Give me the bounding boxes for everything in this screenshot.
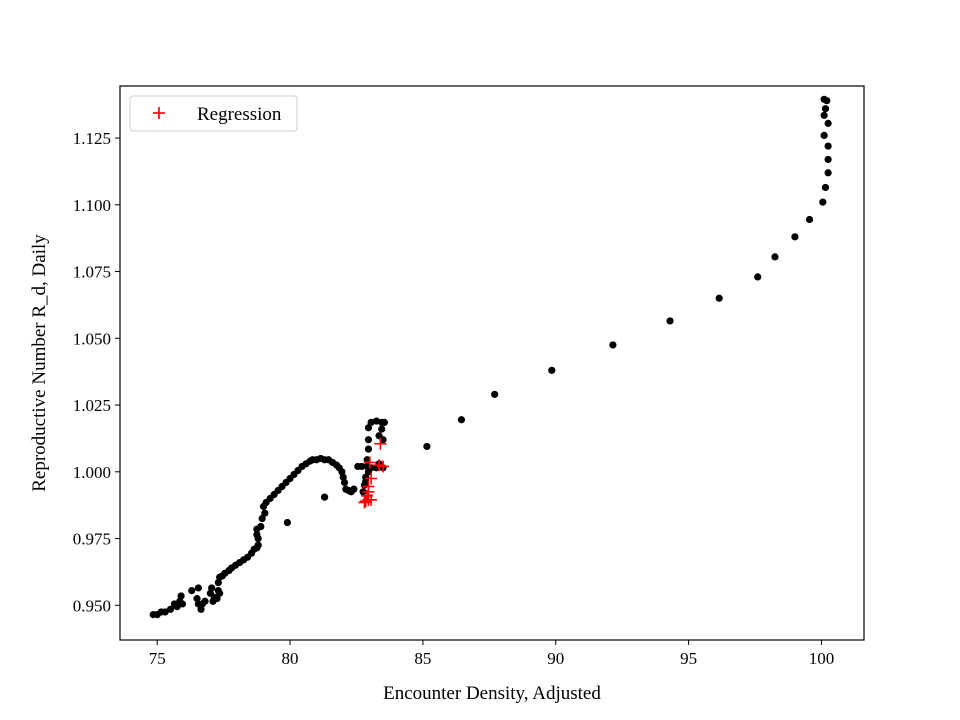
data-point xyxy=(364,445,373,453)
data-point xyxy=(364,424,373,432)
data-point xyxy=(342,485,350,493)
data-point xyxy=(715,294,723,302)
data-point xyxy=(379,436,387,444)
legend-plus-icon xyxy=(153,107,165,119)
regression-point xyxy=(358,496,371,509)
data-point xyxy=(216,589,224,597)
x-axis: 75 80 85 90 95 100 xyxy=(149,640,835,668)
data-point xyxy=(214,578,222,587)
x-tick-label: 90 xyxy=(547,649,564,668)
data-point xyxy=(821,183,830,192)
data-point xyxy=(261,509,269,517)
data-point xyxy=(363,456,371,464)
data-point xyxy=(824,119,832,127)
x-tick-label: 85 xyxy=(414,649,431,668)
data-point xyxy=(824,155,832,164)
data-point xyxy=(364,468,373,476)
legend-regression-marker xyxy=(153,107,165,119)
data-point xyxy=(194,584,202,592)
data-point xyxy=(820,111,828,119)
data-point xyxy=(259,502,268,511)
legend-regression-label: Regression xyxy=(197,104,282,125)
y-tick-label: 0.950 xyxy=(73,596,111,615)
data-point xyxy=(824,169,832,177)
data-point xyxy=(364,436,373,444)
plot-marks xyxy=(149,95,832,619)
data-point xyxy=(457,416,466,424)
data-point xyxy=(188,587,196,595)
data-point xyxy=(208,584,216,592)
y-tick-label: 1.050 xyxy=(73,329,111,348)
data-point xyxy=(824,142,832,150)
data-point xyxy=(254,534,262,543)
data-point xyxy=(149,611,157,619)
x-tick-label: 80 xyxy=(282,649,299,668)
data-point xyxy=(819,198,827,206)
data-point xyxy=(166,605,175,613)
data-point xyxy=(258,514,266,523)
regression-point xyxy=(359,495,372,508)
y-tick-label: 1.125 xyxy=(73,129,111,148)
regression-point xyxy=(363,456,376,469)
y-tick-label: 0.975 xyxy=(73,530,111,549)
data-point xyxy=(820,131,828,139)
y-tick-label: 1.100 xyxy=(73,196,111,215)
y-tick-label: 1.000 xyxy=(73,463,111,482)
data-point xyxy=(666,317,674,325)
data-point xyxy=(805,215,814,224)
data-point xyxy=(170,600,179,608)
data-point xyxy=(491,390,499,398)
data-point xyxy=(791,233,799,241)
y-tick-label: 1.075 xyxy=(73,263,111,282)
data-point xyxy=(771,253,779,261)
y-axis: 0.950 0.975 1.000 1.025 1.050 1.075 1.100 1.125 xyxy=(73,129,120,615)
data-point xyxy=(821,105,830,113)
data-point xyxy=(354,462,362,471)
data-point xyxy=(253,525,261,533)
data-point xyxy=(283,518,291,527)
data-point xyxy=(548,366,556,374)
legend-box xyxy=(129,95,298,132)
data-point xyxy=(378,425,386,433)
y-tick-label: 1.025 xyxy=(73,396,111,415)
data-point xyxy=(367,418,375,427)
legend: Regression xyxy=(129,95,298,132)
x-tick-label: 95 xyxy=(680,649,697,668)
x-tick-label: 75 xyxy=(149,649,166,668)
regression-point xyxy=(377,460,390,473)
regression-point xyxy=(365,472,378,485)
data-point xyxy=(754,273,762,281)
x-axis-label: Encounter Density, Adjusted xyxy=(383,683,601,704)
data-point xyxy=(423,442,431,451)
plot-frame xyxy=(119,85,865,641)
data-point xyxy=(197,605,205,613)
x-tick-label: 100 xyxy=(809,649,835,668)
data-point xyxy=(321,493,329,501)
data-point xyxy=(176,597,184,605)
regression-point xyxy=(365,493,378,506)
regression-point xyxy=(374,437,387,450)
y-axis-label: Reproductive Number R_d, Daily xyxy=(29,234,50,492)
data-point xyxy=(193,595,201,603)
data-point xyxy=(362,477,370,485)
data-point xyxy=(609,341,617,349)
data-point xyxy=(823,97,831,105)
